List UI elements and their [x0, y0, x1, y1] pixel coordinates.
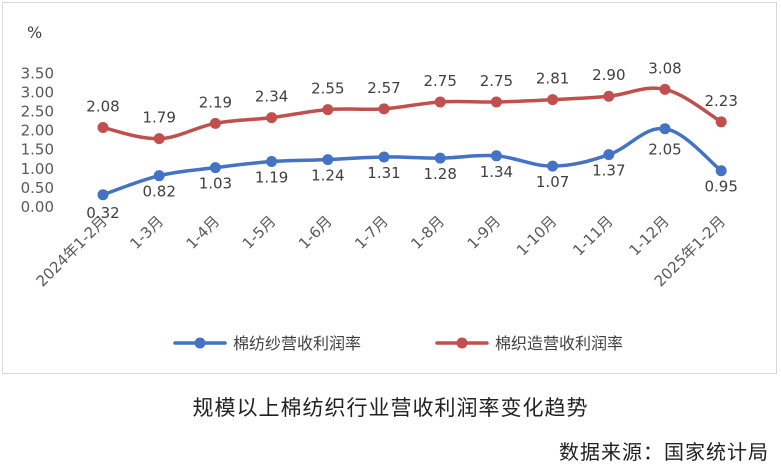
- x-tick-label: 1-9月: [464, 212, 505, 253]
- x-tick-label: 1-5月: [239, 212, 280, 253]
- data-label: 1.28: [423, 165, 456, 183]
- series-1-point: [97, 189, 109, 201]
- data-label: 1.19: [255, 169, 288, 187]
- data-label: 1.79: [142, 109, 175, 127]
- data-label: 2.34: [255, 88, 288, 106]
- data-label: 1.24: [311, 167, 344, 185]
- data-label: 2.55: [311, 80, 344, 98]
- legend: 棉纺纱营收利润率 棉织造营收利润率: [173, 334, 623, 353]
- series-1-point: [434, 152, 446, 164]
- series-1-point: [378, 151, 390, 163]
- data-label: 1.07: [536, 173, 569, 191]
- series-line-1: [101, 126, 723, 197]
- data-label: 2.19: [199, 93, 232, 111]
- x-tick-label: 1-11月: [569, 212, 616, 259]
- series-2-point: [715, 116, 727, 128]
- y-tick-label: 3.00: [21, 83, 54, 101]
- chart-caption: 规模以上棉纺织行业营收利润率变化趋势: [192, 396, 589, 420]
- y-unit-label: %: [27, 23, 42, 42]
- x-tick-label: 1-7月: [351, 212, 392, 253]
- chart-frame: [2, 2, 777, 374]
- data-label: 1.31: [367, 164, 400, 182]
- data-label: 2.75: [423, 72, 456, 90]
- y-tick-label: 0.00: [21, 198, 54, 216]
- series-1-point: [490, 150, 502, 162]
- data-label: 2.05: [648, 141, 681, 159]
- series-2-point: [434, 96, 446, 108]
- series-1-point: [547, 160, 559, 172]
- data-label: 2.57: [367, 79, 400, 97]
- series-2-point: [490, 96, 502, 108]
- series-1-point: [153, 170, 165, 182]
- series-2-point: [547, 94, 559, 106]
- data-label: 1.03: [199, 175, 232, 193]
- y-tick-label: 1.50: [21, 141, 54, 159]
- series-1-point: [715, 165, 727, 177]
- data-label: 2.81: [536, 70, 569, 88]
- data-label: 2.90: [592, 66, 625, 84]
- x-tick-label: 1-4月: [183, 212, 224, 253]
- series-2-point: [97, 122, 109, 134]
- line-chart: % 0.000.501.001.502.002.50 3.003.50 2024年…: [21, 23, 738, 353]
- series-2-point: [659, 83, 671, 95]
- data-source: 数据来源：国家统计局: [559, 440, 769, 464]
- y-tick-label: 1.00: [21, 160, 54, 178]
- y-tick-label: 2.00: [21, 122, 54, 140]
- legend-marker-2: [456, 337, 468, 349]
- data-label: 1.37: [592, 162, 625, 180]
- data-label: 2.23: [704, 92, 737, 110]
- y-tick-label: 2.50: [21, 103, 54, 121]
- data-label: 2.75: [480, 72, 513, 90]
- data-label: 1.34: [480, 163, 513, 181]
- series-1-point: [659, 123, 671, 135]
- series-2-point: [153, 133, 165, 145]
- series-1-point: [209, 162, 221, 174]
- y-tick-label: 0.50: [21, 179, 54, 197]
- x-tick-label: 1-6月: [295, 212, 336, 253]
- x-tick-label: 1-8月: [407, 212, 448, 253]
- data-label: 2.08: [86, 98, 119, 116]
- legend-label-2: 棉织造营收利润率: [495, 334, 623, 353]
- series-2-point: [266, 112, 278, 124]
- series-2-point: [322, 104, 334, 116]
- data-label: 0.95: [704, 178, 737, 196]
- data-label: 3.08: [648, 59, 681, 77]
- series-1-point: [603, 149, 615, 161]
- x-tick-label: 1-3月: [126, 212, 167, 253]
- series-1-point: [266, 156, 278, 168]
- legend-marker-1: [194, 337, 206, 349]
- x-tick-label: 1-12月: [625, 212, 672, 259]
- x-tick-label: 1-10月: [513, 212, 560, 259]
- data-label: 0.82: [142, 183, 175, 201]
- series-2-point: [378, 103, 390, 115]
- x-tick-label: 2024年1-2月: [33, 212, 111, 290]
- series-1-point: [322, 154, 334, 166]
- legend-label-1: 棉纺纱营收利润率: [233, 334, 361, 353]
- y-tick-label: 3.50: [21, 64, 54, 82]
- data-label: 0.32: [86, 204, 119, 222]
- series-2-point: [209, 117, 221, 129]
- series-line-2: [101, 86, 723, 141]
- series-2-point: [603, 90, 615, 102]
